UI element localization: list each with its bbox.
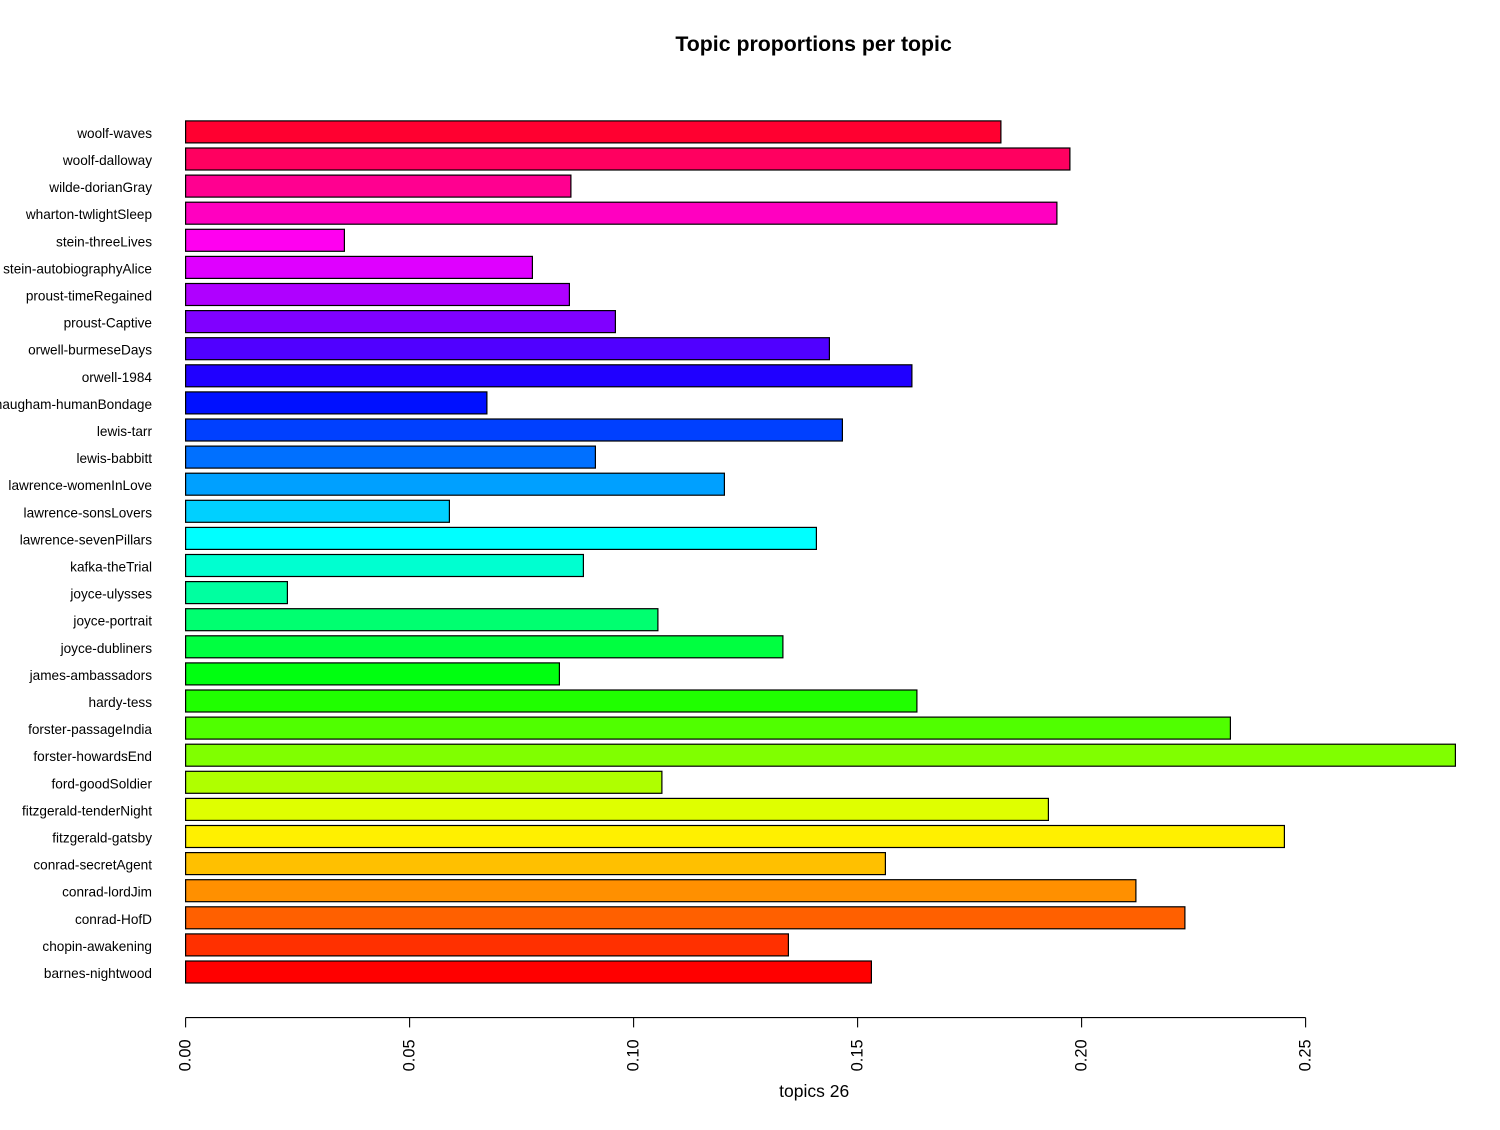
svg-text:barnes-nightwood: barnes-nightwood [44,966,152,981]
svg-text:topics 26: topics 26 [779,1081,849,1101]
svg-text:james-ambassadors: james-ambassadors [29,668,153,683]
svg-text:joyce-dubliners: joyce-dubliners [60,641,153,656]
svg-text:0.05: 0.05 [401,1039,419,1071]
svg-text:0.10: 0.10 [625,1039,643,1071]
svg-text:conrad-secretAgent: conrad-secretAgent [33,858,152,873]
svg-text:hardy-tess: hardy-tess [89,695,153,710]
svg-text:forster-howardsEnd: forster-howardsEnd [33,749,152,764]
svg-text:0.25: 0.25 [1297,1039,1315,1071]
svg-text:kafka-theTrial: kafka-theTrial [70,560,152,575]
svg-text:0.00: 0.00 [177,1039,195,1071]
svg-text:joyce-portrait: joyce-portrait [72,614,152,629]
svg-text:Topic proportions per topic: Topic proportions per topic [675,32,952,56]
svg-text:conrad-HofD: conrad-HofD [75,912,152,927]
svg-text:maugham-humanBondage: maugham-humanBondage [0,397,152,412]
svg-text:chopin-awakening: chopin-awakening [42,939,152,954]
svg-text:forster-passageIndia: forster-passageIndia [28,722,152,737]
svg-text:woolf-waves: woolf-waves [76,126,152,141]
svg-text:conrad-lordJim: conrad-lordJim [62,885,152,900]
svg-text:wharton-twlightSleep: wharton-twlightSleep [25,207,152,222]
svg-text:ford-goodSoldier: ford-goodSoldier [51,776,152,791]
svg-text:woolf-dalloway: woolf-dalloway [62,153,152,168]
svg-text:orwell-burmeseDays: orwell-burmeseDays [28,343,152,358]
svg-text:stein-threeLives: stein-threeLives [56,234,152,249]
svg-text:lawrence-sevenPillars: lawrence-sevenPillars [20,532,152,547]
svg-text:stein-autobiographyAlice: stein-autobiographyAlice [3,261,152,276]
svg-text:fitzgerald-tenderNight: fitzgerald-tenderNight [22,803,152,818]
svg-text:lawrence-womenInLove: lawrence-womenInLove [8,478,152,493]
svg-text:joyce-ulysses: joyce-ulysses [69,587,152,602]
svg-text:lawrence-sonsLovers: lawrence-sonsLovers [24,505,153,520]
svg-text:wilde-dorianGray: wilde-dorianGray [48,180,152,195]
svg-text:proust-timeRegained: proust-timeRegained [26,289,152,304]
svg-text:0.15: 0.15 [849,1039,867,1071]
svg-text:lewis-babbitt: lewis-babbitt [76,451,152,466]
svg-text:proust-Captive: proust-Captive [64,316,152,331]
svg-text:orwell-1984: orwell-1984 [82,370,153,385]
svg-text:fitzgerald-gatsby: fitzgerald-gatsby [52,831,152,846]
svg-text:lewis-tarr: lewis-tarr [97,424,153,439]
svg-text:0.20: 0.20 [1073,1039,1091,1071]
